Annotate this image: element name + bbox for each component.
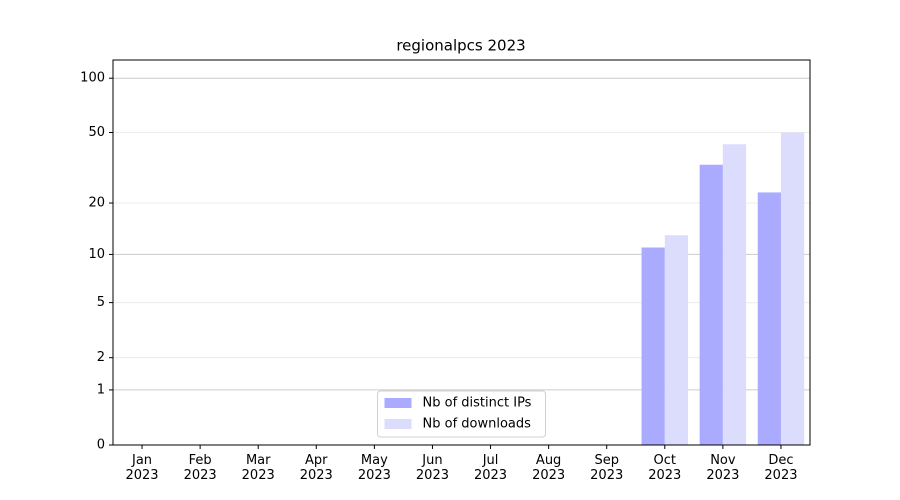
- legend: Nb of distinct IPs Nb of downloads: [377, 390, 546, 438]
- x-tick-label: Oct 2023: [648, 453, 682, 483]
- legend-swatch: [384, 398, 412, 408]
- legend-label: Nb of distinct IPs: [423, 396, 532, 411]
- chart-title: regionalpcs 2023: [396, 37, 525, 55]
- x-tick-label: Mar 2023: [241, 453, 275, 483]
- bar: [722, 144, 747, 445]
- y-tick-label: 100: [80, 71, 105, 86]
- x-tick-label: May 2023: [357, 453, 391, 483]
- y-tick-label: 2: [97, 350, 105, 365]
- bar: [699, 164, 723, 445]
- bar: [780, 132, 805, 445]
- x-tick-label: Jul 2023: [473, 453, 508, 483]
- legend-box: [377, 390, 546, 438]
- x-tick-label: Jan 2023: [125, 453, 159, 483]
- y-tick-label: 10: [88, 247, 105, 262]
- x-tick-label: Jun 2023: [415, 453, 449, 483]
- bar: [641, 247, 665, 445]
- x-tick-label: Apr 2023: [299, 453, 333, 483]
- x-tick-label: Sep 2023: [590, 453, 624, 483]
- legend-swatch: [384, 419, 412, 429]
- x-tick-label: Nov 2023: [706, 453, 740, 483]
- bar: [757, 192, 781, 445]
- y-tick-label: 1: [97, 382, 105, 397]
- x-tick-label: Feb 2023: [183, 453, 217, 483]
- y-tick-label: 20: [88, 196, 105, 211]
- x-tick-label: Dec 2023: [764, 453, 798, 483]
- y-tick-label: 0: [97, 438, 105, 453]
- plot-frame: [112, 59, 811, 446]
- y-tick-label: 50: [88, 125, 105, 140]
- y-tick-label: 5: [97, 295, 105, 310]
- x-tick-label: Aug 2023: [532, 453, 566, 483]
- legend-label: Nb of downloads: [423, 417, 532, 432]
- bar: [664, 235, 689, 445]
